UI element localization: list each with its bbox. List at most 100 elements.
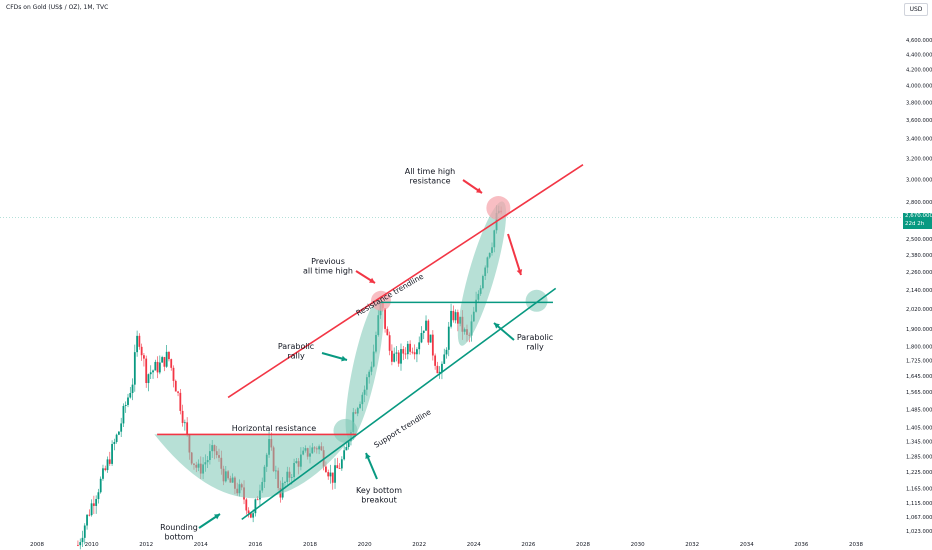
candle bbox=[181, 410, 184, 423]
candle bbox=[409, 343, 411, 352]
y-tick-label: 3,200.000 bbox=[906, 157, 932, 163]
candle bbox=[131, 384, 134, 394]
x-tick-label: 2022 bbox=[412, 542, 426, 548]
candle bbox=[186, 422, 189, 435]
x-tick-label: 2020 bbox=[358, 542, 372, 548]
x-tick-label: 2008 bbox=[30, 542, 44, 548]
y-tick-label: 2,140.000 bbox=[906, 288, 932, 294]
parabolic-rally-region-left bbox=[345, 298, 384, 440]
currency-button[interactable]: USD bbox=[904, 3, 928, 16]
highlight-regions bbox=[154, 196, 548, 499]
candle bbox=[122, 405, 125, 424]
y-tick-label: 1,485.000 bbox=[906, 407, 932, 413]
shapes-layer bbox=[0, 164, 903, 521]
candles-layer bbox=[77, 205, 502, 550]
candle bbox=[347, 441, 350, 448]
candle bbox=[422, 330, 425, 333]
candle bbox=[104, 468, 107, 471]
resistance-trendline-label: Resistance trendline bbox=[355, 272, 426, 318]
arrow-to-previous-ath bbox=[355, 270, 376, 284]
y-tick-label: 2,380.000 bbox=[906, 253, 932, 259]
x-tick-label: 2038 bbox=[849, 542, 863, 548]
candle bbox=[452, 310, 455, 321]
ath-circle bbox=[486, 196, 511, 221]
candle bbox=[81, 537, 84, 543]
candle bbox=[77, 545, 79, 546]
y-tick-label: 1,900.000 bbox=[906, 327, 932, 333]
bar-countdown: 22d 2h bbox=[905, 220, 925, 227]
candle bbox=[95, 499, 98, 506]
previous-ath-circle bbox=[370, 290, 391, 311]
rounding-bottom-region bbox=[154, 434, 354, 499]
candle bbox=[343, 450, 346, 460]
x-tick-label: 2032 bbox=[685, 542, 699, 548]
arrow-to-parabolic-right bbox=[493, 322, 515, 341]
x-axis: 2008 2010 2012 2014 2016 2018 2020 2022 2024 2026… bbox=[30, 542, 863, 548]
x-tick-label: 2012 bbox=[139, 542, 153, 548]
candle bbox=[83, 525, 86, 538]
candle bbox=[441, 363, 443, 372]
y-tick-label: 1,285.000 bbox=[906, 455, 932, 461]
y-tick-label: 1,225.000 bbox=[906, 470, 932, 476]
y-tick-label: 3,000.000 bbox=[906, 178, 932, 184]
candle bbox=[254, 499, 257, 514]
candle bbox=[427, 320, 430, 343]
candle bbox=[384, 308, 386, 329]
y-tick-label: 1,115.000 bbox=[906, 501, 932, 507]
candle bbox=[431, 334, 434, 356]
candle bbox=[456, 312, 459, 324]
last-price-tag: 2,670.000 22d 2h bbox=[903, 213, 932, 229]
candle bbox=[92, 503, 95, 506]
candle bbox=[154, 361, 157, 371]
candle bbox=[402, 349, 405, 354]
y-tick-label: 2,500.000 bbox=[906, 237, 932, 243]
y-tick-label: 4,400.000 bbox=[906, 53, 932, 59]
candle bbox=[156, 361, 159, 373]
candle bbox=[99, 478, 102, 493]
x-tick-label: 2036 bbox=[794, 542, 808, 548]
candle bbox=[102, 468, 104, 479]
candle bbox=[124, 404, 127, 406]
key-bottom-circle bbox=[333, 418, 358, 443]
parabolic-rally-region-right bbox=[457, 201, 507, 346]
candle bbox=[172, 367, 175, 381]
candle bbox=[140, 346, 143, 356]
y-tick-label: 1,725.000 bbox=[906, 358, 932, 364]
candle bbox=[133, 352, 136, 385]
candle bbox=[388, 335, 391, 351]
last-price-value: 2,670.000 bbox=[905, 213, 932, 219]
candle bbox=[113, 441, 116, 445]
candle bbox=[445, 349, 448, 355]
candle bbox=[120, 423, 123, 432]
candle bbox=[245, 499, 248, 511]
candle bbox=[165, 351, 168, 367]
y-tick-label: 1,405.000 bbox=[906, 425, 932, 431]
candle bbox=[393, 353, 396, 362]
arrow-down-projection bbox=[507, 233, 523, 276]
x-tick-label: 2034 bbox=[740, 542, 754, 548]
candle bbox=[334, 465, 336, 483]
y-tick-label: 4,600.000 bbox=[906, 38, 932, 44]
resistance-trendline bbox=[227, 164, 584, 399]
y-tick-label: 3,400.000 bbox=[906, 137, 932, 143]
y-tick-label: 2,800.000 bbox=[906, 200, 932, 206]
candle bbox=[147, 374, 150, 384]
candle bbox=[179, 392, 182, 411]
candle bbox=[327, 472, 330, 477]
candle bbox=[454, 312, 457, 321]
candle bbox=[400, 349, 402, 364]
candle bbox=[252, 513, 255, 518]
y-tick-label: 2,260.000 bbox=[906, 270, 932, 276]
candle bbox=[345, 447, 348, 451]
candle bbox=[79, 542, 82, 546]
key-bottom-label: Key bottom breakout bbox=[356, 486, 402, 505]
candle bbox=[127, 397, 129, 405]
candle bbox=[447, 326, 450, 350]
y-tick-label: 4,000.000 bbox=[906, 84, 932, 90]
candle bbox=[331, 472, 334, 483]
candle bbox=[177, 391, 179, 393]
candle bbox=[386, 328, 389, 336]
candle bbox=[256, 499, 259, 501]
candle bbox=[416, 349, 418, 355]
